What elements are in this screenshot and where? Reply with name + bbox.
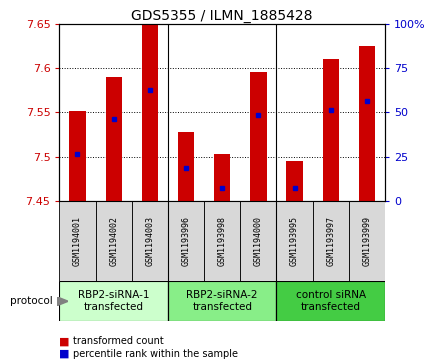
Text: ■: ■ <box>59 349 70 359</box>
Bar <box>168 281 276 321</box>
Bar <box>286 161 303 201</box>
Text: RBP2-siRNA-2
transfected: RBP2-siRNA-2 transfected <box>187 290 258 313</box>
Bar <box>106 77 122 201</box>
Text: GSM1193996: GSM1193996 <box>182 216 191 266</box>
Text: GSM1194003: GSM1194003 <box>145 216 154 266</box>
Polygon shape <box>57 297 68 306</box>
Bar <box>70 111 86 201</box>
Bar <box>313 201 349 281</box>
Bar <box>359 46 375 201</box>
Bar <box>95 201 132 281</box>
Text: protocol: protocol <box>10 296 53 306</box>
Bar <box>250 73 267 201</box>
Text: GSM1194000: GSM1194000 <box>254 216 263 266</box>
Bar <box>59 201 95 281</box>
Bar <box>132 201 168 281</box>
Bar <box>349 201 385 281</box>
Text: ■: ■ <box>59 336 70 346</box>
Text: percentile rank within the sample: percentile rank within the sample <box>73 349 238 359</box>
Bar <box>168 201 204 281</box>
Bar <box>323 59 339 201</box>
Text: GSM1193995: GSM1193995 <box>290 216 299 266</box>
Text: GSM1194001: GSM1194001 <box>73 216 82 266</box>
Text: RBP2-siRNA-1
transfected: RBP2-siRNA-1 transfected <box>78 290 150 313</box>
Text: transformed count: transformed count <box>73 336 163 346</box>
Bar <box>59 281 168 321</box>
Bar <box>276 281 385 321</box>
Bar <box>204 201 240 281</box>
Bar <box>276 201 313 281</box>
Text: GSM1193997: GSM1193997 <box>326 216 335 266</box>
Text: GSM1193998: GSM1193998 <box>218 216 227 266</box>
Bar <box>178 132 194 201</box>
Bar <box>240 201 276 281</box>
Text: GSM1194002: GSM1194002 <box>109 216 118 266</box>
Text: control siRNA
transfected: control siRNA transfected <box>296 290 366 313</box>
Text: GSM1193999: GSM1193999 <box>363 216 371 266</box>
Bar <box>142 24 158 201</box>
Title: GDS5355 / ILMN_1885428: GDS5355 / ILMN_1885428 <box>132 9 313 23</box>
Bar <box>214 154 231 201</box>
